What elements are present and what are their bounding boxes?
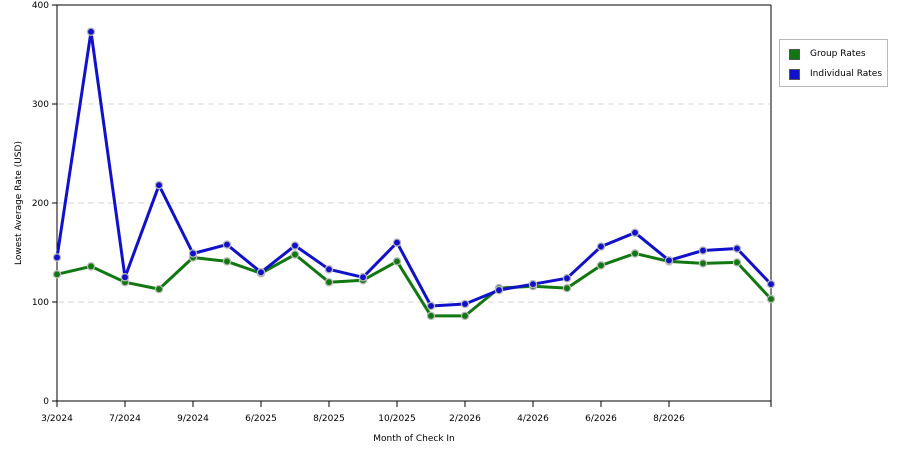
data-point-individual-rates-12[interactable] bbox=[460, 299, 470, 309]
data-point-individual-rates-16[interactable] bbox=[596, 242, 606, 251]
data-point-individual-rates-20[interactable] bbox=[732, 244, 742, 253]
x-axis-title: Month of Check In bbox=[373, 434, 455, 444]
data-point-individual-rates-11[interactable] bbox=[426, 301, 436, 311]
data-point-individual-rates-6[interactable] bbox=[256, 268, 266, 277]
x-tick-label-3: 6/2025 bbox=[245, 414, 277, 424]
data-point-group-rates-15[interactable] bbox=[562, 283, 572, 293]
data-point-individual-rates-1[interactable] bbox=[86, 27, 96, 36]
data-point-group-rates-12[interactable] bbox=[460, 311, 470, 321]
y-tick-label-1: 100 bbox=[32, 298, 49, 308]
legend-swatch-group-rates bbox=[789, 48, 800, 60]
data-point-individual-rates-18[interactable] bbox=[664, 256, 674, 265]
series-line-group-rates bbox=[55, 252, 773, 318]
data-point-group-rates-11[interactable] bbox=[426, 311, 436, 321]
x-ticks: 3/2024 7/2024 9/2024 6/2025 8/2025 10/2025 2/2… bbox=[41, 401, 772, 424]
data-point-individual-rates-4[interactable] bbox=[188, 249, 198, 258]
legend-swatch-individual-rates bbox=[789, 68, 800, 80]
data-point-group-rates-10[interactable] bbox=[392, 257, 402, 266]
data-point-individual-rates-19[interactable] bbox=[698, 246, 708, 255]
x-tick-label-9: 8/2026 bbox=[653, 414, 685, 424]
x-tick-label-2: 9/2024 bbox=[177, 414, 209, 424]
x-tick-label-4: 8/2025 bbox=[313, 414, 345, 424]
series bbox=[52, 27, 776, 321]
data-point-individual-rates-13[interactable] bbox=[494, 285, 504, 295]
data-point-individual-rates-14[interactable] bbox=[528, 279, 538, 289]
y-ticks: 0 100 200 300 400 bbox=[32, 1, 57, 407]
data-point-group-rates-1[interactable] bbox=[86, 262, 96, 271]
data-point-individual-rates-5[interactable] bbox=[222, 240, 232, 249]
data-point-group-rates-3[interactable] bbox=[154, 284, 164, 294]
data-point-individual-rates-21[interactable] bbox=[766, 279, 776, 289]
data-point-group-rates-8[interactable] bbox=[324, 277, 334, 287]
data-point-individual-rates-10[interactable] bbox=[392, 238, 402, 247]
data-point-individual-rates-8[interactable] bbox=[324, 265, 334, 274]
series-individual-rates bbox=[52, 27, 776, 311]
x-tick-label-8: 6/2026 bbox=[585, 414, 617, 424]
data-point-group-rates-7[interactable] bbox=[290, 250, 300, 259]
x-tick-label-7: 4/2026 bbox=[517, 414, 549, 424]
legend-item-group-rates: Group Rates bbox=[789, 47, 866, 61]
x-tick-label-5: 10/2025 bbox=[378, 414, 415, 424]
legend-item-individual-rates: Individual Rates bbox=[789, 67, 882, 81]
data-point-individual-rates-0[interactable] bbox=[52, 253, 62, 262]
data-point-individual-rates-3[interactable] bbox=[154, 180, 164, 190]
data-point-individual-rates-15[interactable] bbox=[562, 273, 572, 283]
data-point-group-rates-19[interactable] bbox=[698, 259, 708, 268]
x-tick-label-6: 2/2026 bbox=[449, 414, 481, 424]
legend-label-individual-rates: Individual Rates bbox=[810, 69, 883, 79]
data-point-individual-rates-7[interactable] bbox=[290, 241, 300, 250]
y-axis-title: Lowest Average Rate (USD) bbox=[14, 141, 24, 265]
data-point-group-rates-21[interactable] bbox=[766, 294, 776, 304]
data-point-individual-rates-17[interactable] bbox=[630, 228, 640, 237]
y-tick-label-0: 0 bbox=[43, 397, 49, 407]
y-tick-label-3: 300 bbox=[32, 100, 49, 110]
legend: Group Rates Individual Rates bbox=[779, 39, 888, 87]
x-tick-label-1: 7/2024 bbox=[109, 414, 141, 424]
data-point-individual-rates-9[interactable] bbox=[358, 272, 368, 282]
data-point-group-rates-0[interactable] bbox=[52, 270, 62, 279]
data-point-group-rates-17[interactable] bbox=[630, 249, 640, 258]
grid-lines bbox=[58, 103, 770, 303]
data-point-group-rates-16[interactable] bbox=[596, 261, 606, 270]
y-tick-label-4: 400 bbox=[32, 1, 49, 11]
x-tick-label-0: 3/2024 bbox=[41, 414, 73, 424]
data-point-group-rates-5[interactable] bbox=[222, 257, 232, 266]
y-tick-label-2: 200 bbox=[32, 199, 49, 209]
legend-label-group-rates: Group Rates bbox=[810, 49, 866, 59]
data-point-group-rates-20[interactable] bbox=[732, 258, 742, 267]
data-point-individual-rates-2[interactable] bbox=[120, 272, 130, 282]
series-line-individual-rates bbox=[55, 30, 773, 308]
